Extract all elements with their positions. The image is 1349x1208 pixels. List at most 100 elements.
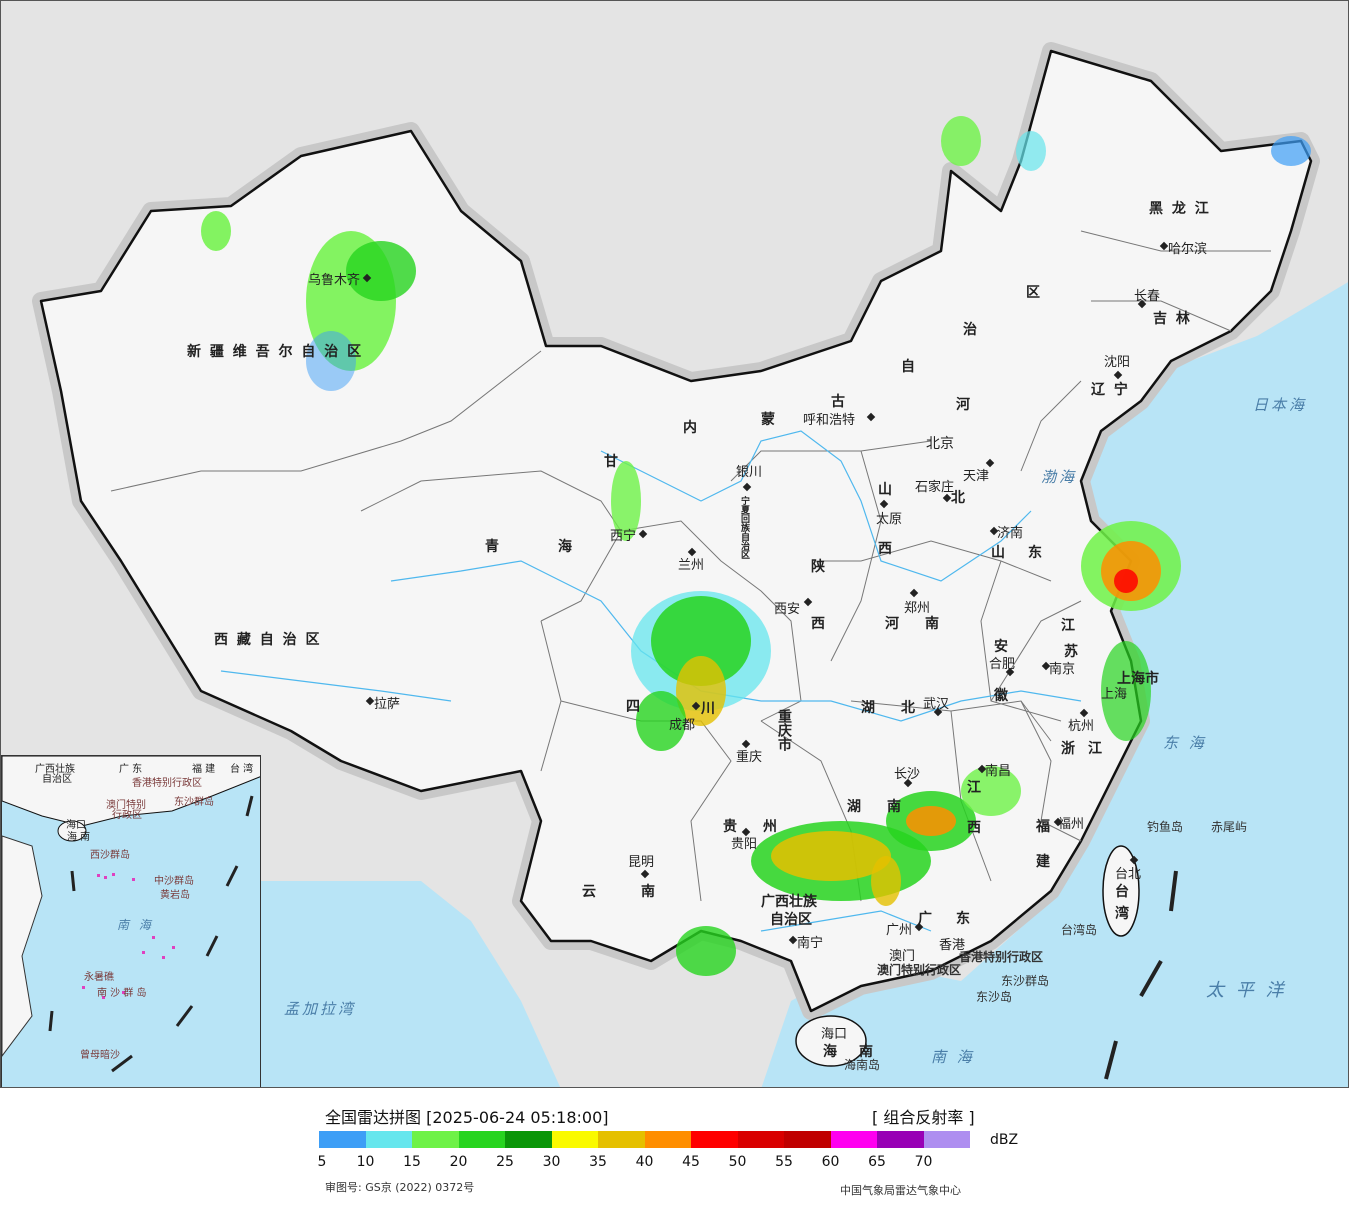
province-neimenggu-4: 自 [901,359,917,375]
city-kunming: 昆明 [628,855,655,870]
province-fujian-2: 建 [1036,854,1052,870]
province-hebei-2: 北 [951,490,967,506]
city-shijiazhuang: 石家庄 [915,480,955,495]
city-nanning: 南宁 [797,936,824,951]
city-lhasa: 拉萨 [374,697,401,712]
inset-label: 澳门特别 [106,800,146,811]
inset-canvas [2,756,260,1073]
inset-label: 曾母暗沙 [80,1050,120,1061]
color-bar-segment [551,1131,598,1148]
province-yunnan-2: 南 [641,884,657,900]
city-taiyuan: 太原 [876,512,903,527]
island-diaoyu: 钓鱼岛 [1147,820,1184,834]
east-sea-area [761,301,1348,1087]
province-qinghai-2: 海 [558,539,574,555]
color-bar-segment [458,1131,505,1148]
radar-echoes [201,116,1311,976]
hainan-island [795,1015,867,1067]
province-shanghai: 上海市 [1117,671,1159,687]
province-ningxia: 宁夏回族自治区 [739,496,749,559]
color-bar-tick-label: 70 [914,1154,933,1170]
province-jilin: 吉 林 [1153,311,1192,327]
province-shaanxi-1: 陕 [811,559,827,575]
color-bar-segment [598,1131,645,1148]
province-shandong-1: 山 [991,545,1007,561]
inset-label: 西沙群岛 [90,850,130,861]
province-neimenggu-1: 内 [683,420,699,436]
province-jiangsu-1: 江 [1061,618,1077,634]
maritime-boundary [1104,870,1178,1080]
inset-label: 香港特别行政区 [132,778,202,789]
province-chongqing: 重庆市 [776,709,792,751]
inset-label: 福 建 [192,764,216,775]
city-zhengzhou: 郑州 [904,601,931,616]
city-hohhot: 呼和浩特 [803,413,856,428]
province-hunan-1: 湖 [847,799,863,815]
city-taipei: 台北 [1115,867,1142,882]
province-hubei-2: 北 [901,700,917,716]
sea-pacific: 太 平 洋 [1206,980,1287,1001]
province-shandong-2: 东 [1028,545,1044,561]
city-lanzhou: 兰州 [678,558,705,573]
color-bar-segment [830,1131,877,1148]
color-bar-segment [877,1131,924,1148]
city-nanchang: 南昌 [985,764,1012,779]
color-bar-tick-label: 15 [403,1154,421,1170]
island-dongsha-group: 东沙群岛 [1001,974,1050,988]
color-bar-tick-label: 5 [317,1154,327,1170]
province-xinjiang: 新 疆 维 吾 尔 自 治 区 [187,344,364,360]
city-nanjing: 南京 [1049,662,1076,677]
province-shaanxi-2: 西 [811,616,827,632]
province-anhui-2: 徽 [994,688,1010,704]
province-borders [110,230,1271,902]
color-bar-tick-label: 25 [496,1154,514,1170]
color-bar-segment [737,1131,784,1148]
label-hk-sar: 香港特别行政区 [959,950,1044,964]
label-macau-sar: 澳门特别行政区 [877,963,962,977]
city-changsha: 长沙 [894,767,921,782]
province-neimenggu-5: 治 [963,322,979,338]
city-guangzhou: 广州 [886,923,913,938]
inset-label: 广 东 [119,764,143,775]
inset-label: 海口 [66,820,86,831]
province-hubei-1: 湖 [861,700,877,716]
province-taiwan-2: 湾 [1115,906,1131,922]
province-guangxi-1: 广西壮族 [761,894,817,910]
province-zhejiang-1: 浙 [1061,741,1077,757]
city-harbin: 哈尔滨 [1168,242,1208,257]
taiwan-island [1102,845,1140,937]
island-taiwan: 台湾岛 [1061,923,1098,937]
city-jinan: 济南 [997,526,1024,541]
province-guangxi-2: 自治区 [770,912,812,928]
province-anhui-1: 安 [994,639,1010,655]
color-bar-tick-label: 50 [728,1154,747,1170]
color-bar-segment [365,1131,412,1148]
province-heilongjiang: 黑 龙 江 [1149,201,1211,217]
city-xining: 西宁 [610,529,637,544]
legend-unit: dBZ [990,1132,1019,1148]
island-chiwei: 赤尾屿 [1211,820,1248,834]
city-chengdu: 成都 [669,718,696,733]
province-neimenggu-3: 古 [831,394,847,410]
province-hainan-1: 海 [823,1044,839,1060]
city-hangzhou: 杭州 [1068,719,1095,734]
color-bar-tick-label: 35 [589,1154,607,1170]
sea-south: 南 海 [931,1048,975,1066]
province-taiwan-1: 台 [1115,884,1131,900]
province-neimenggu-6: 区 [1026,285,1042,301]
color-bar-tick-label: 55 [775,1154,793,1170]
color-bar-tick-label: 65 [868,1154,886,1170]
province-xizang: 西 藏 自 治 区 [214,632,322,648]
city-shanghai: 上海 [1101,687,1128,702]
province-jiangxi-1: 江 [967,780,983,796]
province-jiangxi-2: 西 [967,820,983,836]
color-bar-tick-label: 45 [682,1154,700,1170]
map-canvas [32,42,1348,1087]
city-beijing: 北京 [926,436,954,452]
sea-bengal: 孟加拉湾 [284,1000,357,1018]
province-guizhou-1: 贵 [723,819,739,835]
island-dongsha: 东沙岛 [976,990,1013,1004]
inset-label: 南 沙 群 岛 [97,988,147,999]
province-jiangsu-2: 苏 [1064,644,1080,660]
island-hainan: 海南岛 [844,1058,881,1072]
